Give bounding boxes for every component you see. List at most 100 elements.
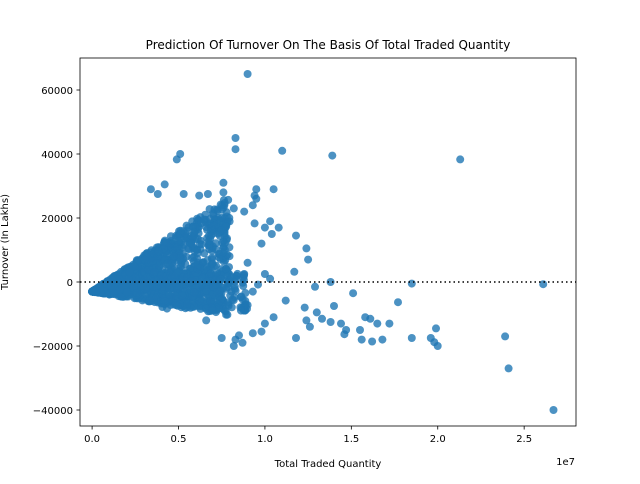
scatter-point [203, 190, 212, 198]
scatter-point [176, 226, 185, 235]
scatter-point [203, 225, 212, 234]
scatter-point [281, 296, 290, 305]
scatter-point [222, 222, 231, 231]
scatter-point [216, 275, 225, 284]
x-tick-label: 0.5 [171, 434, 187, 445]
scatter-point [190, 247, 199, 256]
scatter-point [181, 260, 190, 268]
scatter-point [129, 282, 138, 291]
scatter-point [173, 301, 182, 310]
scatter-point [302, 316, 311, 325]
y-tick-label: −20000 [33, 342, 73, 353]
scatter-point [123, 288, 131, 296]
scatter-point [292, 334, 300, 342]
scatter-point [121, 280, 130, 289]
scatter-point [202, 286, 211, 295]
scatter-point [304, 255, 313, 264]
scatter-point [150, 268, 159, 277]
scatter-point [186, 277, 195, 286]
scatter-point [195, 191, 204, 200]
scatter-point [407, 279, 416, 288]
scatter-point [356, 326, 364, 334]
scatter-point [260, 270, 269, 278]
scatter-point [326, 278, 335, 286]
scatter-point [172, 155, 181, 164]
scatter-point [217, 334, 226, 342]
scatter-point [149, 257, 157, 266]
scatter-point [217, 213, 226, 222]
scatter-point [124, 274, 133, 283]
scatter-point [153, 190, 162, 198]
scatter-point [237, 292, 246, 301]
scatter-point [162, 238, 170, 247]
scatter-point [212, 239, 220, 248]
scatter-point [215, 287, 224, 296]
scatter-point [130, 262, 139, 271]
scatter-point [227, 303, 236, 312]
scatter-point [433, 342, 442, 350]
scatter-point [219, 188, 228, 197]
scatter-point [218, 205, 227, 214]
scatter-point [190, 228, 199, 237]
scatter-point [143, 273, 152, 282]
scatter-point [366, 314, 375, 323]
scatter-point [208, 253, 216, 262]
scatter-point [231, 134, 240, 142]
scatter-point [269, 313, 278, 322]
scatter-point [149, 282, 158, 291]
scatter-point [202, 316, 211, 325]
scatter-point [368, 337, 377, 346]
scatter-point [378, 335, 387, 344]
scatter-point [208, 306, 217, 315]
scatter-point [134, 256, 143, 265]
scatter-point [337, 319, 345, 328]
scatter-point [230, 293, 239, 302]
scatter-point [219, 248, 228, 257]
scatter-point [154, 247, 163, 256]
scatter-point [166, 232, 175, 241]
scatter-point [206, 214, 215, 223]
scatter-point [326, 318, 335, 326]
y-tick-label: 0 [67, 278, 73, 289]
scatter-point [373, 319, 382, 328]
scatter-point [193, 260, 202, 269]
scatter-point [248, 329, 257, 338]
scatter-point [385, 319, 394, 328]
scatter-point [140, 255, 149, 264]
scatter-point [179, 190, 188, 198]
scatter-point [212, 245, 221, 254]
scatter-point [232, 271, 241, 280]
y-axis-label: Turnover (In Lakhs) [0, 194, 11, 291]
scatter-point [243, 258, 252, 267]
scatter-point [330, 302, 338, 310]
scatter-point [200, 249, 209, 258]
scatter-point [407, 334, 416, 342]
scatter-point [504, 364, 513, 373]
scatter-point [202, 304, 210, 313]
scatter-point [312, 308, 321, 317]
scatter-point [539, 280, 548, 289]
x-axis-label: Total Traded Quantity [274, 459, 382, 470]
scatter-point [170, 252, 178, 261]
scatter-point [176, 254, 184, 263]
scatter-point [305, 322, 314, 331]
scatter-point [107, 281, 115, 290]
scatter-point [266, 274, 275, 283]
scatter-point [206, 297, 215, 306]
scatter-point [240, 270, 249, 278]
scatter-point [257, 239, 266, 248]
scatter-point [328, 151, 337, 160]
scatter-point [229, 342, 238, 350]
scatter-point [252, 194, 261, 203]
scatter-point [290, 267, 299, 276]
scatter-point [349, 289, 358, 298]
x-tick-label: 1.5 [343, 434, 359, 445]
scatter-point [292, 231, 300, 240]
x-axis-ticks: 0.0 0.5 1.0 1.5 2.0 2.5 [84, 426, 532, 445]
scatter-point [300, 303, 309, 312]
y-tick-label: 20000 [41, 214, 73, 225]
scatter-point [311, 282, 319, 291]
scatter-point [183, 299, 192, 308]
scatter-point [267, 230, 276, 238]
